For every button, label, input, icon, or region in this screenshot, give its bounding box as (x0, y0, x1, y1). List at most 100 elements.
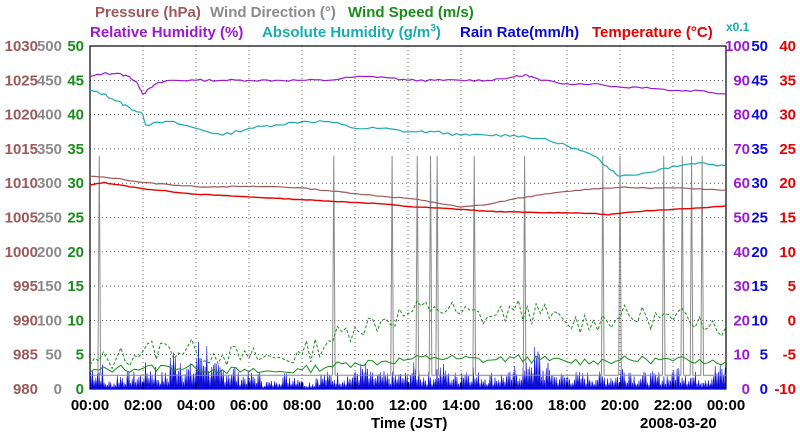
y-tick-label-pressure: 1015 (5, 141, 38, 158)
y-tick-label-temperature: 15 (779, 210, 796, 227)
legend-absolute-humidity: Absolute Humidity (g/m3) (262, 23, 441, 41)
legend-absolute-humidity-exp: 3 (430, 23, 436, 34)
y-tick-label-temperature: 5 (788, 278, 796, 295)
y-tick-label-pressure: 1000 (5, 244, 38, 261)
date-label: 2008-03-20 (640, 415, 717, 432)
y-tick-label-temperature: 40 (779, 38, 796, 55)
y-tick-label-wind-speed: 5 (76, 347, 84, 364)
y-tick-label-wind-speed: 0 (76, 381, 84, 398)
y-tick-label-wind-speed: 25 (67, 210, 84, 227)
y-tick-label-temperature: -10 (774, 381, 796, 398)
y-tick-label-wind-direction: 100 (37, 312, 62, 329)
x-tick-label: 00:00 (71, 397, 109, 414)
x-tick-label: 14:00 (442, 397, 480, 414)
legend-pressure: Pressure (hPa) (95, 4, 201, 21)
y-tick-label-temperature: 25 (779, 141, 796, 158)
y-tick-label-wind-speed: 30 (67, 175, 84, 192)
y-tick-label-pressure: 995 (13, 278, 38, 295)
y-tick-label-relative-humidity: 10 (733, 347, 750, 364)
y-tick-label-relative-humidity: 100 (725, 38, 750, 55)
y-tick-label-rain-rate: 45 (751, 72, 768, 89)
legend-wind-speed: Wind Speed (m/s) (348, 4, 474, 21)
y-tick-label-wind-speed: 45 (67, 72, 84, 89)
relative-humidity-line (89, 71, 727, 95)
legend-relative-humidity: Relative Humidity (%) (90, 24, 243, 41)
legend-absolute-humidity-text: Absolute Humidity (g/m (262, 24, 430, 41)
y-tick-label-wind-direction: 50 (45, 347, 62, 364)
y-tick-label-wind-direction: 200 (37, 244, 62, 261)
x-tick-label: 10:00 (336, 397, 374, 414)
y-tick-label-wind-speed: 50 (67, 38, 84, 55)
temperature-line (89, 181, 727, 216)
y-tick-label-wind-direction: 300 (37, 175, 62, 192)
wind-speed-gust-line (89, 298, 727, 370)
x-tick-label: 22:00 (654, 397, 692, 414)
y-tick-label-wind-direction: 0 (54, 381, 62, 398)
y-tick-label-wind-direction: 250 (37, 210, 62, 227)
y-tick-label-temperature: 35 (779, 72, 796, 89)
pressure-line (89, 175, 727, 208)
y-tick-label-relative-humidity: 70 (733, 141, 750, 158)
y-tick-label-wind-direction: 450 (37, 72, 62, 89)
y-tick-label-pressure: 1010 (5, 175, 38, 192)
y-tick-label-temperature: 10 (779, 244, 796, 261)
x-tick-label: 00:00 (707, 397, 745, 414)
y-tick-label-pressure: 980 (13, 381, 38, 398)
y-tick-label-rain-rate: 15 (751, 278, 768, 295)
y-tick-label-temperature: -5 (783, 347, 796, 364)
absolute-humidity-line (89, 89, 727, 177)
y-tick-label-pressure: 985 (13, 347, 38, 364)
y-tick-label-wind-speed: 20 (67, 244, 84, 261)
y-tick-label-rain-rate: 0 (760, 381, 768, 398)
x-tick-label: 16:00 (495, 397, 533, 414)
x-tick-label: 06:00 (230, 397, 268, 414)
wind-speed-line (89, 354, 727, 375)
y-tick-label-relative-humidity: 80 (733, 107, 750, 124)
legend-absolute-humidity-close: ) (436, 24, 441, 41)
x-tick-label: 12:00 (389, 397, 427, 414)
y-tick-label-pressure: 1020 (5, 107, 38, 124)
wind-direction-line (90, 155, 726, 376)
y-tick-label-relative-humidity: 60 (733, 175, 750, 192)
x-tick-label: 20:00 (601, 397, 639, 414)
x-axis-label: Time (JST) (371, 415, 447, 432)
x-tick-label: 04:00 (177, 397, 215, 414)
x-tick-label: 08:00 (283, 397, 321, 414)
y-tick-label-wind-speed: 10 (67, 312, 84, 329)
y-tick-label-wind-speed: 35 (67, 141, 84, 158)
y-tick-label-rain-rate: 5 (760, 347, 768, 364)
y-tick-label-wind-direction: 500 (37, 38, 62, 55)
x-axis: 00:00 02:00 04:00 06:00 08:00 10:00 12:00 14:00… (71, 383, 745, 414)
y-tick-label-rain-rate: 35 (751, 141, 768, 158)
y-tick-label-relative-humidity: 50 (733, 210, 750, 227)
y-tick-label-relative-humidity: 30 (733, 278, 750, 295)
y-axes: 1030102510201015101010051000995990985980… (5, 38, 796, 398)
y-tick-label-rain-rate: 30 (751, 175, 768, 192)
y-tick-label-temperature: 0 (788, 312, 796, 329)
y-tick-label-rain-rate: 20 (751, 244, 768, 261)
x-tick-label: 18:00 (548, 397, 586, 414)
y-tick-label-relative-humidity: 90 (733, 72, 750, 89)
legend-rain-scale-note: x0.1 (726, 20, 750, 34)
y-tick-label-temperature: 30 (779, 107, 796, 124)
y-tick-label-relative-humidity: 40 (733, 244, 750, 261)
y-tick-label-wind-speed: 15 (67, 278, 84, 295)
y-tick-label-wind-direction: 400 (37, 107, 62, 124)
legend-wind-direction: Wind Direction (°) (210, 4, 336, 21)
y-tick-label-wind-direction: 150 (37, 278, 62, 295)
legend-temperature: Temperature (°C) (592, 24, 713, 41)
x-tick-label: 02:00 (124, 397, 162, 414)
y-tick-label-pressure: 1025 (5, 72, 38, 89)
y-tick-label-rain-rate: 25 (751, 210, 768, 227)
y-tick-label-pressure: 1005 (5, 210, 38, 227)
y-tick-label-relative-humidity: 20 (733, 312, 750, 329)
y-tick-label-relative-humidity: 0 (742, 381, 750, 398)
y-tick-label-rain-rate: 10 (751, 312, 768, 329)
y-tick-label-wind-speed: 40 (67, 107, 84, 124)
y-tick-label-rain-rate: 40 (751, 107, 768, 124)
legend-rain-rate: Rain Rate(mm/h) (460, 24, 579, 41)
y-tick-label-rain-rate: 50 (751, 38, 768, 55)
y-tick-label-pressure: 1030 (5, 38, 38, 55)
y-tick-label-wind-direction: 350 (37, 141, 62, 158)
